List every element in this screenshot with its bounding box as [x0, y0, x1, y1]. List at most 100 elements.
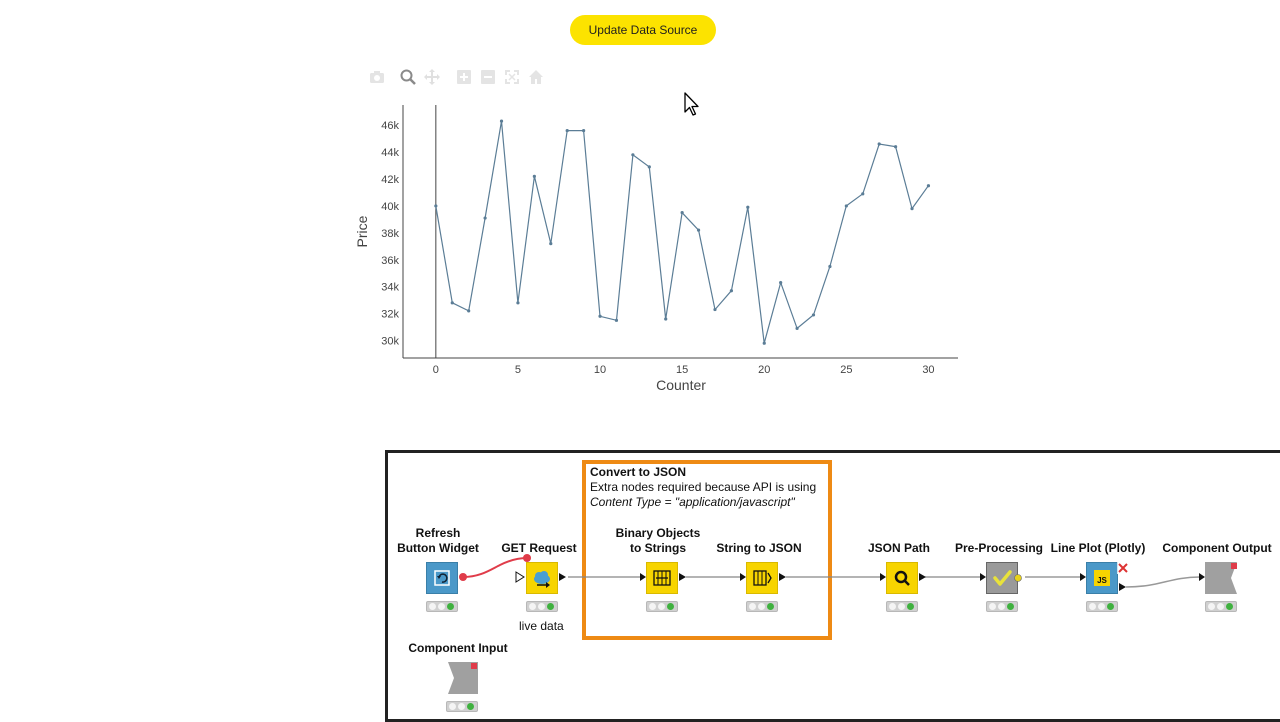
data-point — [696, 228, 701, 232]
plotly-error-icon — [1117, 562, 1129, 574]
component-output-node[interactable] — [1205, 562, 1239, 596]
data-point — [516, 301, 520, 305]
data-point — [483, 216, 487, 220]
reset-axes-icon[interactable] — [527, 68, 545, 86]
converter-icon — [653, 570, 671, 586]
component-input-node[interactable] — [446, 662, 480, 696]
data-point — [582, 128, 586, 133]
pre-processing-node[interactable] — [986, 562, 1018, 594]
pre-processing-output-port[interactable] — [1013, 573, 1023, 583]
line-plot-plotly-label: Line Plot (Plotly) — [1050, 541, 1146, 555]
y-axis-title: Price — [354, 215, 370, 247]
data-point — [450, 301, 454, 305]
data-point — [861, 192, 865, 196]
mouse-cursor-icon — [684, 92, 699, 116]
data-point — [499, 119, 504, 123]
data-point — [877, 142, 881, 146]
binary-node-status — [646, 601, 678, 612]
binary-label-line1: Binary Objects — [615, 526, 701, 540]
data-point — [729, 289, 734, 293]
binary-objects-to-strings-label: Binary Objects to Strings — [606, 526, 710, 556]
component-output-label: Component Output — [1162, 541, 1272, 555]
data-point — [746, 205, 750, 209]
binary-label-line2: to Strings — [630, 541, 686, 555]
data-point — [598, 314, 602, 318]
component-output-node-status — [1205, 601, 1237, 612]
data-point — [631, 153, 635, 157]
data-point — [828, 264, 832, 269]
data-point — [614, 318, 619, 322]
refresh-button-widget-node[interactable] — [426, 562, 458, 594]
data-point — [894, 145, 898, 149]
refresh-label-line1: Refresh — [415, 526, 461, 540]
pan-icon[interactable] — [423, 68, 441, 86]
annotation-title: Convert to JSON — [590, 465, 687, 479]
js-badge-text: JS — [1097, 576, 1107, 585]
y-tick-label: 30k — [381, 336, 399, 348]
string-to-json-node[interactable] — [746, 562, 778, 594]
data-point — [664, 317, 668, 321]
x-tick-label: 20 — [758, 364, 770, 376]
data-point — [434, 204, 438, 208]
update-data-source-button[interactable]: Update Data Source — [570, 15, 716, 45]
json-path-node[interactable] — [886, 562, 918, 594]
magnifier-icon — [894, 570, 910, 586]
string-to-json-label: String to JSON — [716, 541, 802, 555]
json-convert-icon — [753, 570, 772, 586]
component-input-node-status — [446, 701, 478, 712]
y-tick-label: 46k — [381, 120, 399, 132]
y-tick-label: 34k — [381, 282, 399, 294]
line-plot-plotly-node[interactable]: JS — [1086, 562, 1118, 594]
javascript-icon: JS — [1094, 570, 1110, 586]
annotation-line-2: Extra nodes required because API is usin… — [590, 480, 817, 494]
data-point — [565, 128, 569, 133]
y-tick-label: 44k — [381, 147, 399, 159]
data-point — [811, 313, 816, 317]
binary-objects-to-strings-node[interactable] — [646, 562, 678, 594]
refresh-node-status — [426, 601, 458, 612]
x-tick-label: 0 — [433, 364, 439, 376]
x-tick-label: 5 — [515, 364, 521, 376]
zoom-out-icon[interactable] — [479, 68, 497, 86]
component-input-label: Component Input — [408, 641, 508, 655]
output-port-icon — [1231, 563, 1237, 569]
x-tick-label: 30 — [922, 364, 934, 376]
data-point — [713, 307, 717, 312]
autoscale-icon[interactable] — [503, 68, 521, 86]
data-point — [910, 207, 914, 211]
y-tick-label: 32k — [381, 309, 399, 321]
y-tick-label: 36k — [381, 255, 399, 267]
y-tick-label: 40k — [381, 201, 399, 213]
data-point — [647, 165, 651, 169]
workflow-annotation-text: Convert to JSON Extra nodes required bec… — [590, 465, 816, 510]
data-point — [762, 341, 766, 345]
get-request-node[interactable] — [526, 562, 558, 594]
data-point — [467, 309, 471, 313]
zoom-in-icon[interactable] — [455, 68, 473, 86]
data-point — [926, 184, 931, 188]
json-path-label: JSON Path — [867, 541, 930, 555]
zoom-icon[interactable] — [399, 68, 417, 86]
data-point — [795, 326, 799, 330]
refresh-label-line2: Button Widget — [397, 541, 479, 555]
pre-processing-label: Pre-Processing — [954, 541, 1044, 555]
json-path-node-status — [886, 601, 918, 612]
cloud-download-icon — [534, 571, 550, 588]
data-point — [779, 281, 783, 285]
string-to-json-node-status — [746, 601, 778, 612]
data-point — [549, 242, 553, 246]
x-tick-label: 25 — [840, 364, 852, 376]
x-tick-label: 15 — [676, 364, 688, 376]
x-axis-title: Counter — [656, 377, 706, 393]
y-tick-label: 42k — [381, 174, 399, 186]
input-port-icon — [471, 663, 477, 669]
camera-icon[interactable] — [368, 68, 386, 86]
workflow-annotation-box — [582, 460, 832, 640]
y-tick-label: 38k — [381, 228, 399, 240]
get-request-node-status — [526, 601, 558, 612]
pre-processing-node-status — [986, 601, 1018, 612]
x-tick-label: 10 — [594, 364, 606, 376]
annotation-line-3: Content Type = "application/javascript" — [590, 495, 795, 509]
refresh-widget-icon — [434, 570, 450, 586]
